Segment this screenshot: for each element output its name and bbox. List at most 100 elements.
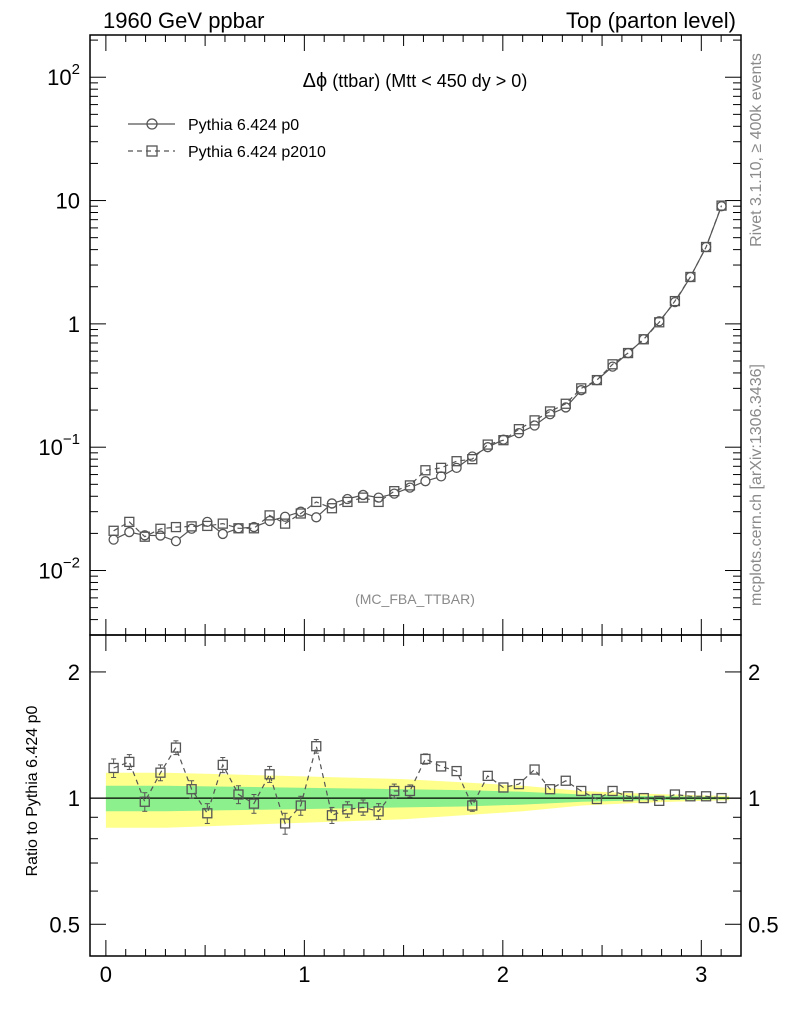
ratio-y-tick-label: 0.5 (49, 912, 80, 937)
ratio-data-point (529, 764, 540, 775)
data-point (467, 453, 478, 465)
ratio-plot-frame (89, 634, 742, 957)
series-line-0 (113, 205, 723, 542)
ratio-data-point (420, 753, 431, 765)
ratio-data-point (357, 802, 369, 813)
ratio-data-point (264, 769, 275, 780)
ratio-data-point (404, 785, 416, 797)
ratio-data-point (295, 800, 306, 811)
ratio-series-layer (108, 738, 727, 835)
ratio-y-tick-label-right: 0.5 (748, 912, 779, 937)
legend-marker-p2010 (146, 145, 158, 157)
ratio-data-point (700, 791, 712, 802)
x-tick-label: 1 (298, 962, 310, 987)
legend-label-p2010: Pythia 6.424 p2010 (188, 144, 326, 161)
data-point (529, 415, 540, 426)
data-point (326, 503, 338, 514)
data-point (420, 476, 431, 487)
data-point (716, 200, 727, 211)
data-point (607, 361, 618, 372)
data-point (233, 523, 244, 534)
data-point (560, 398, 571, 409)
ratio-data-point (638, 792, 649, 804)
ratio-y-tick-label-right: 1 (748, 786, 760, 811)
ratio-data-point (279, 818, 291, 829)
data-point (342, 493, 353, 505)
data-point (264, 515, 275, 527)
title-rest: (ttbar) (Mtt < 450 dy > 0) (327, 71, 527, 91)
data-point (420, 465, 431, 476)
ratio-plot-panel: 2 2 1 1 0.5 0.5 0 1 2 3 Ratio to Pythia 6.424 p0 (24, 634, 779, 987)
data-point (295, 508, 306, 519)
ratio-data-point (560, 775, 571, 786)
ratio-data-point (389, 785, 400, 797)
header-left-label: 1960 GeV ppbar (103, 8, 264, 33)
data-point (685, 271, 696, 283)
data-point (124, 516, 135, 528)
ratio-data-point (716, 792, 727, 804)
data-point (622, 347, 634, 359)
legend: Pythia 6.424 p0 Pythia 6.424 p2010 (128, 117, 326, 161)
ratio-data-point (202, 808, 213, 819)
data-point (576, 383, 587, 394)
ratio-data-point (170, 742, 182, 753)
ratio-series-line-0 (113, 746, 722, 825)
main-plot-title: Δϕ (ttbar) (Mtt < 450 dy > 0) (303, 70, 528, 92)
ratio-data-point (311, 741, 322, 752)
y-tick-label: 10−1 (38, 431, 80, 460)
data-point (108, 525, 119, 536)
ratio-data-point (233, 789, 244, 800)
data-point (482, 439, 493, 450)
ratio-y-axis-label: Ratio to Pythia 6.424 p0 (24, 706, 41, 877)
data-point (186, 521, 197, 532)
data-point (342, 496, 353, 508)
data-point (311, 512, 322, 523)
ratio-axis-ticks (90, 635, 741, 956)
y-tick-label: 102 (47, 61, 80, 90)
data-point (357, 492, 369, 503)
ratio-data-point (186, 784, 197, 795)
ratio-data-point (342, 804, 353, 815)
data-point (544, 409, 556, 420)
ratio-data-point (685, 791, 696, 802)
ratio-y-tick-labels: 2 2 1 1 0.5 0.5 (49, 660, 778, 937)
data-point (451, 456, 462, 467)
data-point (373, 496, 384, 508)
data-point (124, 526, 135, 538)
analysis-tag: (MC_FBA_TTBAR) (355, 591, 475, 607)
series-line-1 (113, 205, 723, 538)
ratio-y-tick-label: 2 (68, 660, 80, 685)
ratio-y-tick-label: 1 (68, 786, 80, 811)
x-tick-label: 0 (100, 962, 112, 987)
data-point (279, 511, 291, 522)
legend-marker-p0 (146, 118, 158, 130)
ratio-data-point (155, 767, 166, 778)
data-point (638, 334, 649, 345)
data-point (155, 530, 166, 541)
ratio-data-point (108, 762, 119, 774)
ratio-data-point (326, 810, 338, 821)
ratio-data-point (498, 782, 509, 793)
mcplots-side-label: mcplots.cern.ch [arXiv:1306.3436] (748, 364, 765, 606)
data-point (108, 534, 119, 545)
y-tick-label: 10 (56, 189, 80, 214)
ratio-y-tick-label-right: 2 (748, 660, 760, 685)
ratio-data-point (607, 785, 618, 797)
ratio-data-point (451, 765, 462, 777)
legend-label-p0: Pythia 6.424 p0 (188, 117, 299, 134)
data-point (654, 317, 665, 328)
data-point (451, 462, 462, 474)
ratio-data-point (248, 798, 260, 809)
ratio-data-point (482, 770, 493, 782)
title-symbol: Δϕ (303, 70, 328, 92)
data-point (217, 528, 228, 540)
data-point (139, 531, 150, 542)
data-point (170, 521, 182, 533)
data-point (435, 471, 447, 482)
x-tick-label: 2 (497, 962, 509, 987)
data-point (544, 406, 556, 417)
data-point (279, 518, 291, 529)
ratio-data-point (467, 800, 478, 811)
data-point (404, 480, 416, 491)
ratio-data-point (124, 756, 135, 768)
